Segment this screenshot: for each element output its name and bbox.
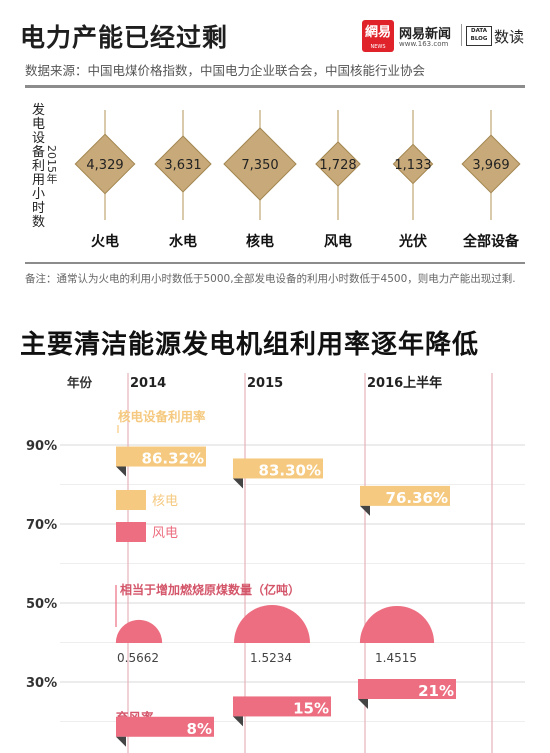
diamond-mark [315, 141, 361, 187]
nuclear-bar-fold [233, 478, 243, 489]
legend-swatch [116, 490, 146, 510]
data-box-line2: BLOG [470, 36, 488, 42]
wind-value-label: 8% [187, 720, 212, 738]
data-blog-logo: DATA BLOG [466, 26, 492, 46]
nuclear-value-label: 76.36% [386, 489, 448, 507]
year-label: 2016上半年 [367, 375, 442, 391]
netease-logo: 網易 NEWS [362, 20, 394, 52]
wind-bar [358, 679, 456, 699]
legend-swatch [116, 522, 146, 542]
brand-name: 网易新闻 [399, 27, 452, 42]
category-label: 火电 [91, 233, 119, 250]
logo-small-text: NEWS [370, 44, 386, 50]
diamond-value-label: 3,631 [164, 158, 201, 173]
coal-semicircle [115, 619, 163, 643]
diamond-value-label: 4,329 [86, 158, 123, 173]
legend-label: 核电 [152, 494, 178, 509]
diamond-mark [74, 133, 136, 195]
diamond-value-label: 1,133 [394, 158, 431, 173]
wind-value-label: 21% [418, 682, 454, 700]
category-label: 水电 [169, 233, 197, 250]
diamond-mark [392, 143, 434, 185]
diamond-value-label: 1,728 [319, 158, 356, 173]
nuclear-bar [360, 485, 450, 506]
coal-semicircle [359, 605, 435, 643]
category-label: 风电 [324, 233, 352, 250]
data-label: 数读 [494, 28, 525, 46]
nuclear-bar [233, 458, 323, 479]
diamond-mark [154, 135, 212, 193]
diamond-mark [461, 134, 521, 194]
nuclear-bar-fold [116, 466, 126, 477]
wind-bar-fold [358, 699, 368, 709]
coal-annotation: 相当于增加燃烧原煤数量（亿吨） [120, 582, 300, 597]
x-axis-label: 年份 [67, 375, 93, 390]
category-label: 全部设备 [462, 233, 520, 250]
legend-label: 风电 [152, 526, 178, 541]
diamond-value-label: 7,350 [241, 158, 278, 173]
header-divider [461, 24, 462, 46]
divider-top [25, 85, 525, 88]
footnote: 备注：通常认为火电的利用小时数低于5000,全部发电设备的利用小时数低于4500… [25, 273, 516, 285]
coal-value-label: 1.5234 [250, 651, 292, 665]
wind-value-label: 15% [293, 699, 329, 717]
wind-bar [116, 716, 214, 737]
nuclear-value-label: 83.30% [259, 461, 321, 479]
logo-char: 網易 [364, 25, 391, 40]
diamond-chart: 4,329 火电 3,631 水电 7,350 核电 1,728 风电 1,133 光伏 3,969… [74, 110, 521, 250]
data-source: 数据来源：中国电煤价格指数，中国电力企业联合会，中国核能行业协会 [25, 63, 426, 78]
year-label: 2015 [247, 376, 283, 391]
wind-bar-fold [233, 716, 243, 727]
nuclear-bar-fold [360, 505, 370, 516]
page-title: 电力产能已经过剩 [20, 23, 229, 52]
top-chart-year: 2015年 [45, 145, 58, 184]
nuclear-bar [116, 446, 206, 467]
y-tick-label: 90% [26, 439, 57, 454]
divider-bottom [25, 262, 525, 264]
category-label: 光伏 [398, 233, 427, 250]
wind-bar-fold [116, 736, 126, 747]
diamond-value-label: 3,969 [472, 158, 509, 173]
section-title: 主要清洁能源发电机组利用率逐年降低 [20, 330, 480, 360]
coal-value-label: 0.5662 [117, 651, 159, 665]
y-tick-label: 70% [26, 518, 57, 533]
data-box-line1: DATA [471, 28, 487, 34]
nuclear-value-label: 86.32% [142, 450, 204, 468]
brand-url: www.163.com [399, 40, 449, 48]
category-label: 核电 [246, 233, 274, 250]
year-label: 2014 [130, 376, 166, 391]
nuclear-annotation: 核电设备利用率 [118, 409, 206, 424]
wind-bar [233, 696, 331, 717]
coal-semicircle [234, 605, 310, 643]
y-tick-label: 50% [26, 597, 57, 612]
diamond-mark [223, 127, 297, 201]
coal-value-label: 1.4515 [375, 651, 417, 665]
y-tick-label: 30% [26, 676, 57, 691]
top-chart-ylabel: 发电设备利用小时数 [32, 103, 46, 230]
